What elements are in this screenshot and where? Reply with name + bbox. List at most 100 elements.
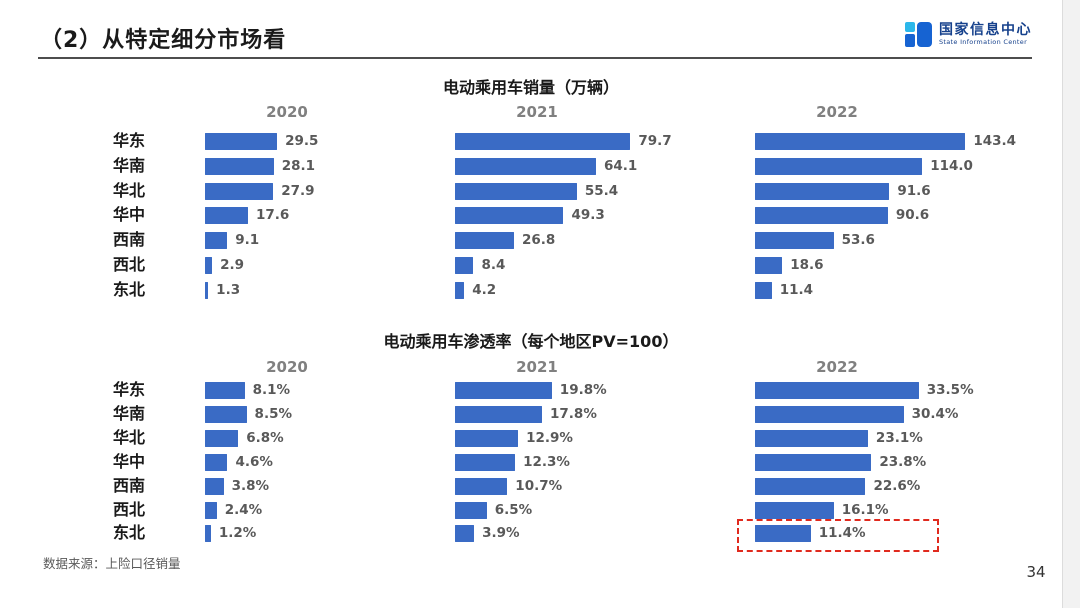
bar [755,405,904,423]
bar [755,525,811,543]
bar [755,232,834,250]
bar-value-label: 53.6 [841,232,875,249]
series-year-header: 2021 [516,103,558,121]
bar [205,429,239,447]
bar [455,477,508,495]
page-title: （2）从特定细分市场看 [40,28,287,53]
bar [455,207,564,225]
bar-value-label: 18.6 [790,257,824,273]
series-year-header: 2020 [266,358,308,376]
logo-name-en: State Information Center [939,38,1028,47]
bar-value-label: 49.3 [571,207,605,224]
series-year-header: 2020 [266,103,308,121]
category-label: 华东 [113,380,146,399]
bar-value-label: 12.3% [523,453,570,470]
series-year-header: 2021 [516,358,558,376]
bar-value-label: 79.7 [638,133,672,149]
bar [455,501,487,519]
bar [455,429,519,447]
bar-value-label: 33.5% [926,382,974,398]
chart-title: 电动乘用车销量（万辆） [442,78,619,97]
bar [205,133,278,150]
bar [205,453,228,471]
category-label: 华东 [113,131,146,150]
org-logo: 国家信息中心 State Information Center [905,21,1032,48]
bar [755,429,868,447]
series-year-header: 2022 [816,103,858,121]
highlight-dashed-box [737,519,939,553]
bar [455,257,474,274]
category-label: 华北 [113,180,146,200]
category-label: 西南 [113,475,146,495]
bar [455,525,475,543]
bar-value-label: 55.4 [584,182,619,199]
bar-value-label: 8.1% [252,382,291,398]
bar [205,501,217,519]
category-label: 华中 [113,205,146,225]
chart-title: 电动乘用车渗透率（每个地区PV=100） [383,332,679,351]
category-label: 华南 [113,403,146,423]
bar [755,182,890,200]
bar-value-label: 90.6 [895,207,930,224]
bar [755,257,783,274]
category-label: 西北 [113,499,146,519]
bar-value-label: 3.8% [231,477,270,494]
bar [455,182,577,200]
category-label: 西南 [113,230,146,250]
bar [455,405,543,423]
state-information-center-logo-icon [905,21,932,48]
bar-value-label: 1.3 [216,281,241,298]
bar-value-label: 114.0 [930,157,973,174]
bar-value-label: 12.9% [526,429,573,446]
bar-value-label: 8.4 [481,257,506,273]
bar [205,232,228,250]
bar-value-label: 4.2 [472,281,497,298]
bar [205,207,249,225]
bar-value-label: 9.1 [235,232,260,249]
bar [455,453,516,471]
scrollbar-gutter [1062,0,1080,608]
bar [455,281,465,299]
bar-value-label: 2.9 [220,257,244,273]
bar-value-label: 11.4% [818,525,866,542]
bar [205,281,209,299]
bar-value-label: 11.4 [779,281,814,298]
category-label: 华南 [113,155,146,175]
category-label: 华北 [113,427,146,447]
page-number: 34 [1026,563,1046,581]
title-underline [38,57,1032,59]
bar-value-label: 4.6% [235,453,273,470]
bar [755,281,772,299]
bar-value-label: 30.4% [911,405,959,422]
category-label: 西北 [113,255,146,274]
bar-value-label: 22.6% [873,477,921,494]
bar [755,207,888,225]
bar-value-label: 64.1 [604,157,638,174]
bar [205,405,247,423]
bar [755,157,923,175]
bar-value-label: 27.9 [281,182,315,199]
bar-value-label: 8.5% [254,405,292,422]
bar [755,453,872,471]
bar-value-label: 19.8% [559,382,607,398]
bar-value-label: 16.1% [841,501,889,518]
bar-value-label: 28.1 [281,157,315,174]
bar [455,382,552,399]
bar-value-label: 143.4 [973,133,1017,149]
bar [205,525,211,543]
bar [205,477,224,495]
bar-value-label: 6.8% [246,429,284,446]
bar-value-label: 29.5 [285,133,319,149]
bar [755,501,834,519]
bar [755,382,919,399]
bar-value-label: 6.5% [494,501,533,518]
bar [455,133,631,150]
bar-value-label: 2.4% [224,501,263,518]
bar-value-label: 10.7% [515,477,563,494]
bar [755,133,966,150]
bar-value-label: 26.8 [521,232,556,249]
bar [205,182,274,200]
bar [205,257,213,274]
bar [455,232,514,250]
